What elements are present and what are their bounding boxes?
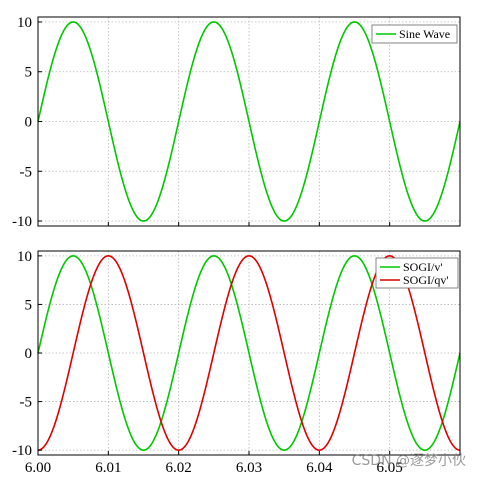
x-tick-label: 6.01 [95, 460, 121, 476]
legend-box [371, 24, 458, 44]
y-tick-label: 10 [17, 249, 32, 265]
legend-label: SOGI/qv' [403, 273, 449, 287]
y-tick-label: -5 [20, 395, 33, 411]
y-tick-label: -10 [12, 443, 32, 459]
y-tick-label: 5 [25, 297, 33, 313]
y-tick-label: 0 [25, 346, 33, 362]
x-tick-label: 6.04 [306, 460, 333, 476]
watermark-text: CSDN @逐梦小伙 [351, 453, 466, 469]
series-line-2 [37, 255, 461, 451]
series-line-1 [37, 21, 461, 222]
legend-label: Sine Wave [399, 27, 450, 41]
sogi-chart: 10 5 0 -5 -106.00 6.01 6.02 6.03 6.04 6.05 SOGI/v'… [12, 249, 461, 476]
x-tick-label: 6.05 [377, 460, 403, 476]
series-line-1 [37, 255, 461, 451]
sine-wave-chart: 10 5 0 -5 -10 Sine Wave [12, 15, 461, 230]
x-tick-label: 6.00 [25, 460, 51, 476]
y-tick-label: 5 [25, 65, 33, 81]
legend-label: SOGI/v' [403, 260, 443, 274]
y-tick-label: -5 [20, 164, 33, 180]
legend-box [375, 257, 459, 289]
y-tick-label: 0 [25, 115, 33, 131]
y-tick-label: 10 [17, 15, 32, 31]
x-tick-label: 6.02 [166, 460, 192, 476]
x-tick-label: 6.03 [236, 460, 262, 476]
y-tick-label: -10 [12, 214, 32, 230]
